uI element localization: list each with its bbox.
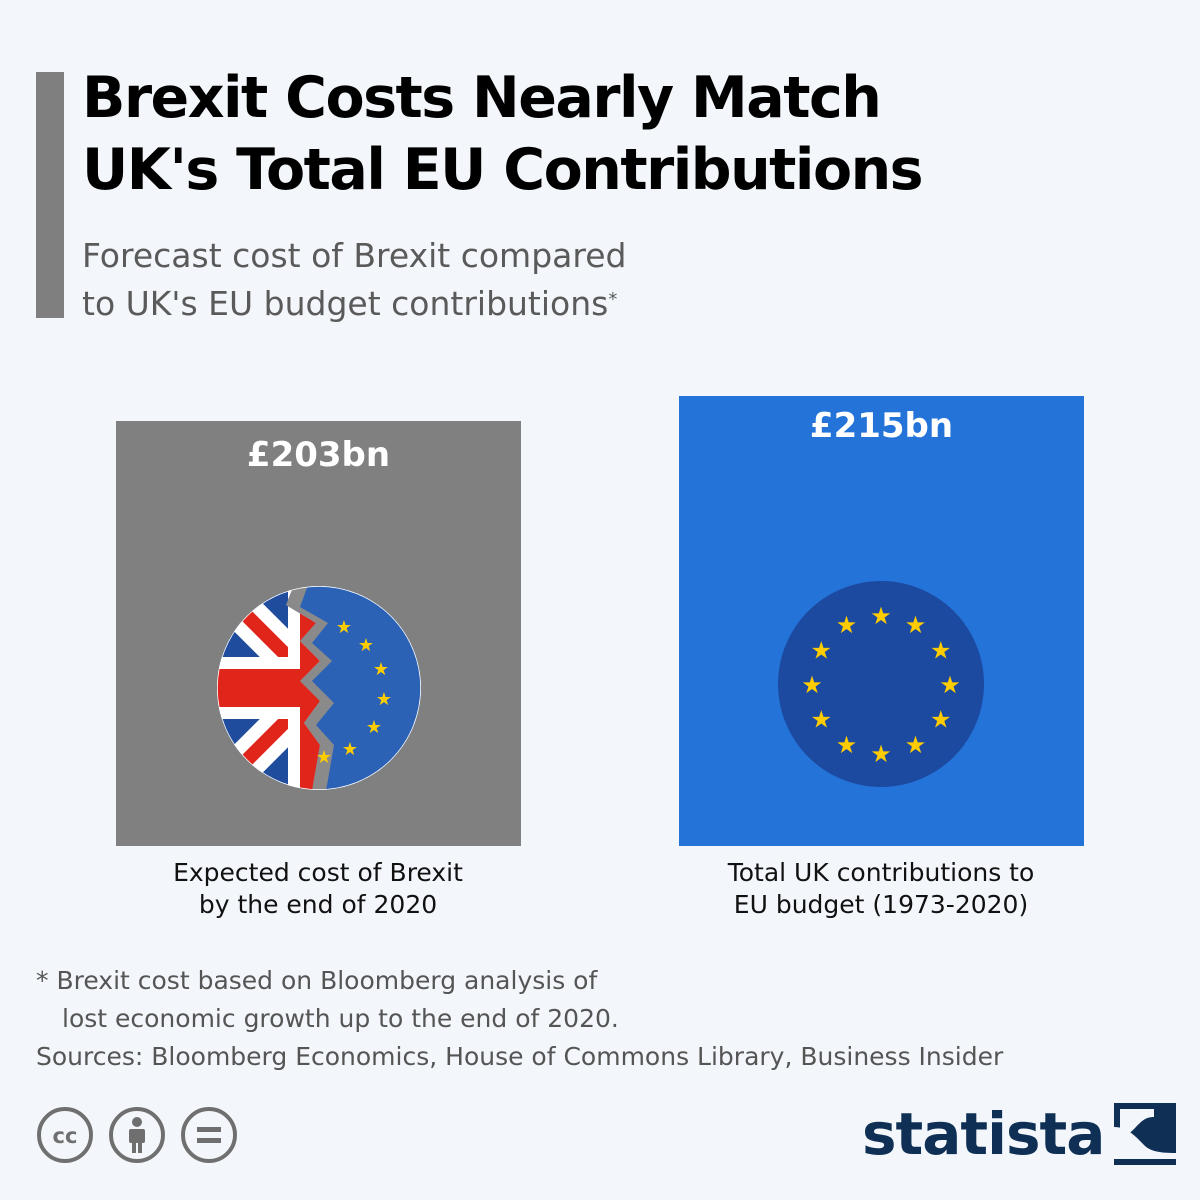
eu-star-icon: ★ — [939, 671, 961, 699]
svg-text:★: ★ — [366, 717, 382, 738]
category-label-brexit: Expected cost of Brexit by the end of 20… — [98, 857, 538, 921]
subtitle-line-2: to UK's EU budget contributions — [82, 284, 609, 323]
subtitle-footnote-marker: * — [608, 289, 618, 310]
no-derivatives-icon[interactable] — [180, 1106, 238, 1164]
statista-logo[interactable]: statista — [862, 1100, 1177, 1168]
eu-star-icon: ★ — [930, 637, 952, 665]
statista-logo-mark-icon — [1114, 1103, 1177, 1165]
cc-icon[interactable]: cc — [36, 1106, 94, 1164]
category-label-eu-line-2: EU budget (1973-2020) — [733, 890, 1029, 919]
svg-text:★: ★ — [342, 739, 358, 760]
svg-text:★: ★ — [336, 617, 352, 638]
eu-star-icon: ★ — [810, 637, 832, 665]
category-label-eu-line-1: Total UK contributions to — [727, 858, 1035, 887]
value-label-eu: £215bn — [809, 406, 954, 446]
broken-uk-eu-flag-icon: ★ ★ ★ ★ ★ ★ ★ — [217, 586, 421, 790]
svg-text:★: ★ — [373, 659, 389, 680]
attribution-icon[interactable] — [108, 1106, 166, 1164]
bar-eu-contributions: £215bn ★ ★ ★ ★ ★ ★ ★ ★ ★ ★ ★ ★ — [679, 396, 1084, 846]
footnote-note-line-1: * Brexit cost based on Bloomberg analysi… — [36, 966, 598, 995]
eu-star-icon: ★ — [905, 611, 927, 639]
category-label-brexit-line-1: Expected cost of Brexit — [173, 858, 463, 887]
eu-star-icon: ★ — [905, 731, 927, 759]
svg-text:★: ★ — [316, 747, 332, 768]
bar-brexit-cost: £203bn ★ ★ ★ ★ — [116, 421, 521, 846]
eu-star-icon: ★ — [801, 671, 823, 699]
eu-star-icon: ★ — [930, 706, 952, 734]
chart-title: Brexit Costs Nearly Match UK's Total EU … — [82, 62, 1162, 206]
eu-star-icon: ★ — [870, 740, 892, 768]
footnote-note-line-2: lost economic growth up to the end of 20… — [62, 1004, 619, 1033]
svg-text:★: ★ — [376, 689, 392, 710]
eu-star-icon: ★ — [810, 706, 832, 734]
eu-star-icon: ★ — [870, 602, 892, 630]
category-label-eu: Total UK contributions to EU budget (197… — [661, 857, 1101, 921]
title-accent-bar — [36, 72, 64, 318]
title-line-2: UK's Total EU Contributions — [82, 137, 924, 203]
footnote-sources: Sources: Bloomberg Economics, House of C… — [36, 1042, 1004, 1071]
license-icons: cc — [36, 1106, 238, 1164]
chart-subtitle: Forecast cost of Brexit compared to UK's… — [82, 232, 782, 328]
footnote: * Brexit cost based on Bloomberg analysi… — [36, 962, 1176, 1076]
eu-flag-icon: ★ ★★★★★★★★★★★ — [778, 581, 984, 787]
svg-text:cc: cc — [53, 1124, 78, 1148]
title-line-1: Brexit Costs Nearly Match — [82, 65, 882, 131]
value-label-brexit: £203bn — [246, 435, 391, 475]
statista-logo-text: statista — [862, 1100, 1105, 1168]
svg-text:★: ★ — [358, 635, 374, 656]
eu-star-icon: ★ — [836, 731, 858, 759]
eu-star-icon: ★ — [836, 611, 858, 639]
category-label-brexit-line-2: by the end of 2020 — [198, 890, 438, 919]
subtitle-line-1: Forecast cost of Brexit compared — [82, 236, 627, 275]
